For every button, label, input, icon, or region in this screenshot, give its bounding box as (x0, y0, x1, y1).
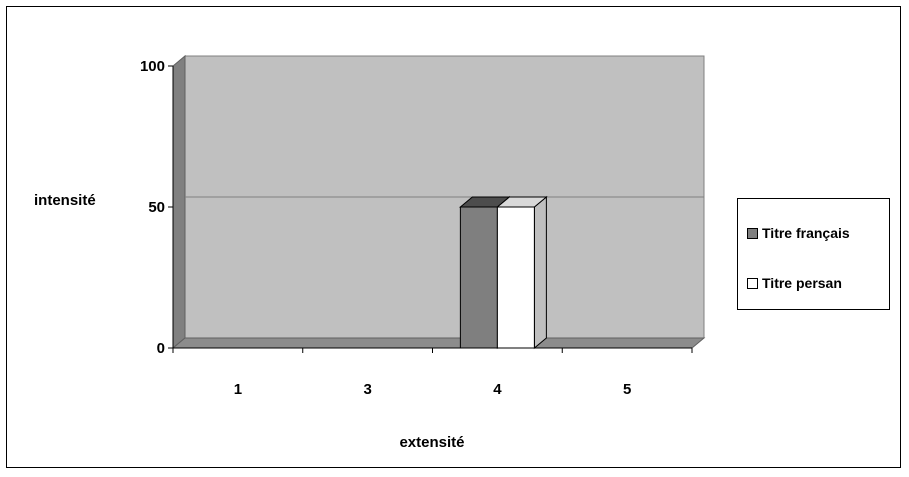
legend-item-series-1: Titre français (747, 224, 850, 242)
floor (171, 337, 706, 349)
bar-side (533, 195, 547, 350)
x-axis-title: extensité (399, 434, 464, 451)
legend: Titre français Titre persan (737, 198, 890, 310)
bar-2-4 (495, 195, 548, 350)
y-axis-title: intensité (34, 192, 96, 209)
x-tick-label: 4 (493, 381, 502, 398)
y-tick-label: 100 (140, 58, 165, 75)
x-tick-label: 1 (234, 381, 242, 398)
x-tick-label: 5 (623, 381, 631, 398)
bar-front (496, 206, 535, 349)
plot-area (171, 54, 706, 350)
x-tick-label: 3 (363, 381, 371, 398)
bars (458, 195, 548, 350)
legend-label-series-2: Titre persan (762, 275, 842, 291)
legend-swatch-series-1 (747, 227, 758, 239)
legend-item-series-2: Titre persan (747, 274, 842, 292)
bar-front (459, 206, 498, 349)
legend-swatch-series-2 (747, 277, 758, 289)
y-tick-label: 0 (157, 340, 165, 357)
side-wall (172, 54, 186, 350)
y-tick-label: 50 (148, 199, 165, 216)
axes: 0 50 100 1 3 4 5 (140, 58, 693, 398)
legend-label-series-1: Titre français (762, 225, 850, 241)
